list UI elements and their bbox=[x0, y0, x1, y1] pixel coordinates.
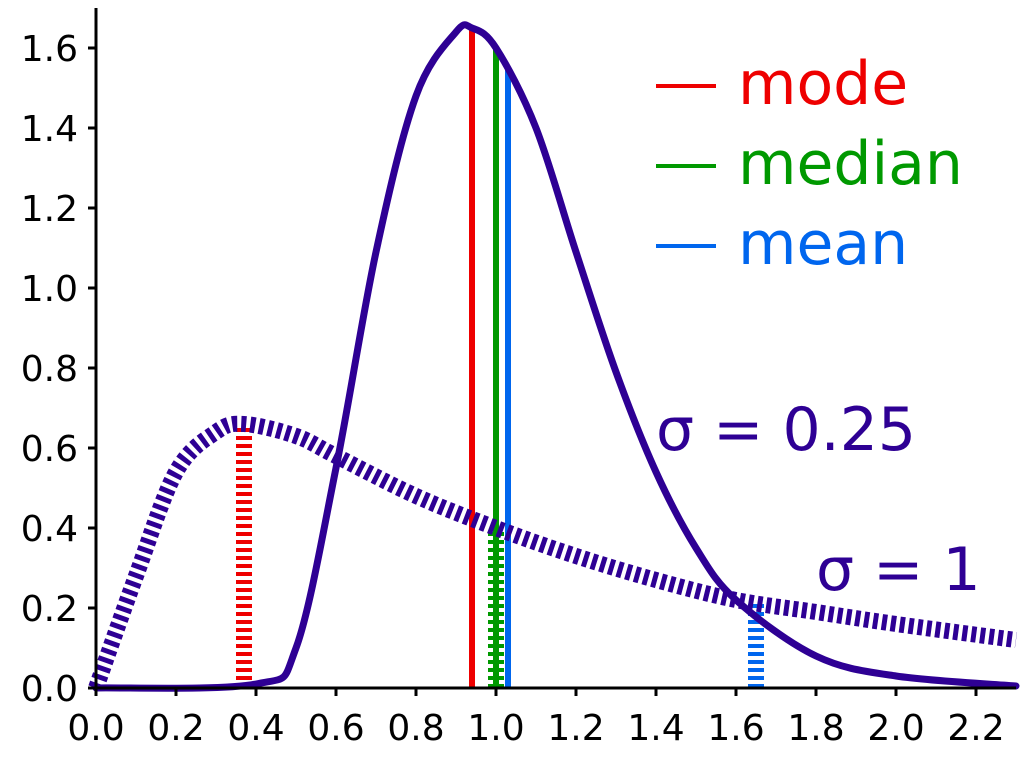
legend: mode median mean bbox=[656, 49, 963, 279]
x-tick-label-0.8: 0.8 bbox=[387, 708, 444, 749]
legend-label-median: median bbox=[738, 129, 963, 199]
series-label-sigma-1: σ = 1 bbox=[816, 535, 981, 605]
legend-label-mean: mean bbox=[738, 209, 908, 279]
tick-marks-and-labels: 0.0 0.2 0.4 0.6 0.8 1.0 1.2 1.4 1.6 1.8 2.0 2.2 0.0 0… bbox=[21, 29, 1005, 749]
x-tick-label-0.2: 0.2 bbox=[147, 708, 204, 749]
y-tick-label-0.0: 0.0 bbox=[21, 669, 78, 710]
x-tick-label-1.8: 1.8 bbox=[787, 708, 844, 749]
series-0-curve bbox=[92, 21, 1020, 692]
axes bbox=[94, 8, 1016, 690]
legend-entry-mean: mean bbox=[656, 209, 908, 279]
x-tick-label-0.0: 0.0 bbox=[67, 708, 124, 749]
distribution-curves bbox=[88, 21, 1020, 692]
marker-lines bbox=[236, 28, 764, 688]
x-tick-label-0.4: 0.4 bbox=[227, 708, 284, 749]
y-tick-label-1.0: 1.0 bbox=[21, 269, 78, 310]
x-tick-label-1.4: 1.4 bbox=[627, 708, 684, 749]
y-tick-label-0.4: 0.4 bbox=[21, 509, 78, 550]
y-tick-label-1.2: 1.2 bbox=[21, 189, 78, 230]
series-1-curve bbox=[88, 415, 1018, 691]
legend-entry-mode: mode bbox=[656, 49, 908, 119]
x-tick-label-1.6: 1.6 bbox=[707, 708, 764, 749]
y-tick-label-0.6: 0.6 bbox=[21, 429, 78, 470]
legend-entry-median: median bbox=[656, 129, 963, 199]
x-tick-label-1.2: 1.2 bbox=[547, 708, 604, 749]
x-tick-label-1.0: 1.0 bbox=[467, 708, 524, 749]
y-tick-label-1.4: 1.4 bbox=[21, 109, 78, 150]
x-tick-label-2.0: 2.0 bbox=[867, 708, 924, 749]
y-tick-label-0.8: 0.8 bbox=[21, 349, 78, 390]
series-label-sigma-025: σ = 0.25 bbox=[656, 395, 916, 465]
x-tick-label-2.2: 2.2 bbox=[947, 708, 1004, 749]
legend-label-mode: mode bbox=[738, 49, 908, 119]
y-tick-label-0.2: 0.2 bbox=[21, 589, 78, 630]
y-tick-label-1.6: 1.6 bbox=[21, 29, 78, 70]
x-tick-label-0.6: 0.6 bbox=[307, 708, 364, 749]
